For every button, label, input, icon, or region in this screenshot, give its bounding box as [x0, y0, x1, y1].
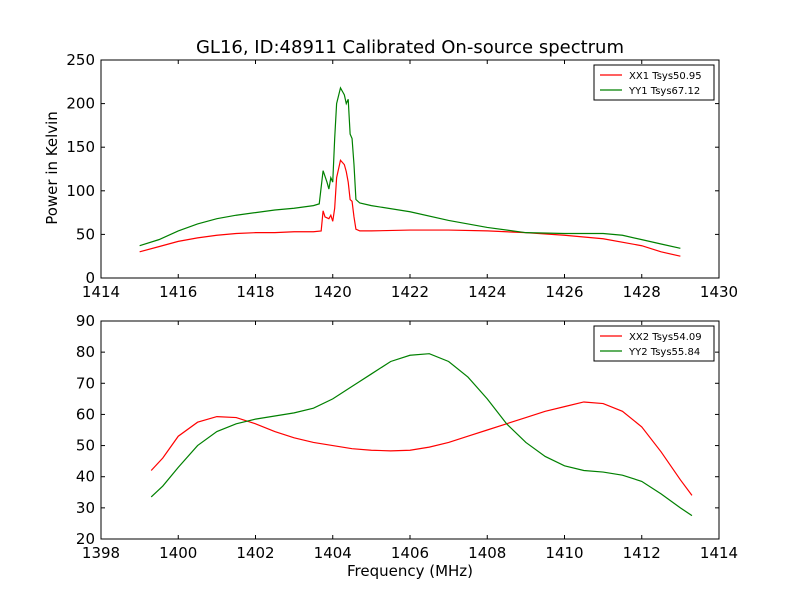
top-x-tick-label-6: 1426 [545, 283, 583, 301]
top-y-tick-label-1: 50 [76, 225, 95, 243]
top-y-tick-label-3: 150 [66, 138, 95, 156]
bottom-y-tick-label-1: 30 [76, 499, 95, 517]
top-y-tick-label-4: 200 [66, 95, 95, 113]
bottom-x-tick-label-0: 1398 [82, 544, 120, 562]
bottom-x-tick-label-7: 1412 [623, 544, 661, 562]
bottom-y-tick-label-0: 20 [76, 530, 95, 548]
bottom-x-tick-label-1: 1400 [159, 544, 197, 562]
bottom-x-axis-label: Frequency (MHz) [347, 562, 473, 580]
bottom-y-tick-label-7: 90 [76, 312, 95, 330]
bottom-legend-box [593, 325, 715, 362]
bottom-y-tick-label-3: 50 [76, 437, 95, 455]
bottom-plot-panel: 1398 1400 1402 1404 1406 1408 1410 1412 1414 20 30… [76, 312, 738, 562]
bottom-y-tick-label-5: 70 [76, 374, 95, 392]
top-y-tick-label-5: 250 [66, 51, 95, 69]
top-legend-label-1: YY1 Tsys67.12 [628, 86, 700, 97]
top-y-tick-label-0: 0 [85, 269, 95, 287]
top-x-tick-label-1: 1416 [159, 283, 197, 301]
top-series-line-1 [139, 86, 681, 249]
top-legend-box [593, 64, 715, 101]
top-x-tick-label-3: 1420 [314, 283, 352, 301]
bottom-y-tick-label-6: 80 [76, 343, 95, 361]
top-series-line-0 [139, 159, 681, 257]
top-x-tick-label-0: 1414 [82, 283, 120, 301]
bottom-x-tick-label-8: 1414 [700, 544, 738, 562]
bottom-series-line-0 [150, 401, 693, 496]
top-legend: XX1 Tsys50.95 YY1 Tsys67.12 [593, 64, 715, 101]
top-x-tick-label-4: 1422 [391, 283, 429, 301]
top-plot-panel: 1414 1416 1418 1420 1422 1424 1426 1428 1430 0 50 1… [66, 51, 738, 301]
bottom-y-tick-label-2: 40 [76, 468, 95, 486]
top-x-tick-label-5: 1424 [468, 283, 506, 301]
top-x-tick-label-2: 1418 [236, 283, 274, 301]
bottom-x-tick-label-6: 1410 [545, 544, 583, 562]
top-y-axis-label: Power in Kelvin [43, 111, 61, 225]
top-y-tick-label-2: 100 [66, 182, 95, 200]
bottom-legend-label-0: XX2 Tsys54.09 [629, 332, 702, 343]
top-legend-label-0: XX1 Tsys50.95 [629, 71, 702, 82]
bottom-y-tick-label-4: 60 [76, 405, 95, 423]
bottom-x-tick-label-2: 1402 [236, 544, 274, 562]
bottom-x-tick-label-5: 1408 [468, 544, 506, 562]
top-x-tick-label-7: 1428 [623, 283, 661, 301]
bottom-legend-label-1: YY2 Tsys55.84 [628, 347, 700, 358]
chart-title: GL16, ID:48911 Calibrated On-source spec… [196, 37, 624, 58]
bottom-series-line-1 [150, 353, 693, 517]
top-x-tick-label-8: 1430 [700, 283, 738, 301]
bottom-x-tick-label-3: 1404 [314, 544, 352, 562]
bottom-legend: XX2 Tsys54.09 YY2 Tsys55.84 [593, 325, 715, 362]
bottom-x-tick-label-4: 1406 [391, 544, 429, 562]
